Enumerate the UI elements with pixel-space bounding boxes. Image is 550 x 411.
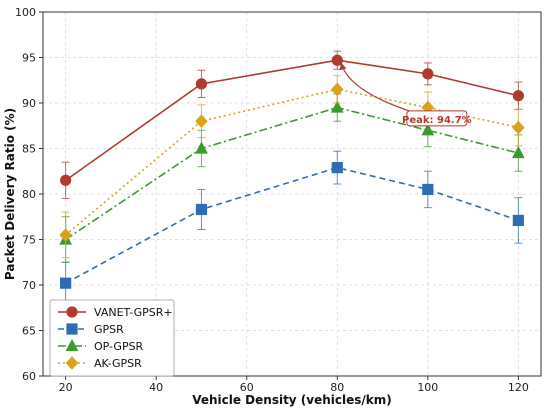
legend-entry-op-gpsr: OP-GPSR [58,338,144,353]
data-point-vanet-gpsr- [422,68,434,80]
annotation-text: Peak: 94.7% [402,115,472,126]
data-point-op-gpsr [330,100,344,113]
legend-label-ak-gpsr: AK-GPSR [94,357,142,370]
x-tick-label: 60 [240,381,254,394]
y-axis-label: Packet Delivery Ratio (%) [3,108,17,280]
legend-marker-gpsr [66,323,78,335]
y-tick-label: 100 [15,6,36,19]
data-point-gpsr [195,203,208,216]
data-point-op-gpsr [195,141,208,154]
legend-label-op-gpsr: OP-GPSR [94,340,144,353]
data-point-op-gpsr [512,145,525,159]
data-point-gpsr [512,214,524,226]
series-line-gpsr [65,166,519,284]
data-point-gpsr [60,277,72,289]
x-tick-label: 20 [59,381,73,394]
x-tick-label: 100 [417,381,438,394]
x-tick-label: 40 [149,381,163,394]
x-axis-label: Vehicle Density (vehicles/km) [192,393,392,407]
data-point-vanet-gpsr- [60,174,72,186]
y-tick-label: 60 [22,370,36,383]
data-point-ak-gpsr [331,82,344,97]
y-tick-label: 90 [22,97,36,110]
data-point-ak-gpsr [512,120,525,135]
y-tick-label: 80 [22,188,36,201]
data-point-vanet-gpsr- [195,78,208,90]
legend-entry-gpsr: GPSR [58,323,124,336]
legend-entry-vanet-gpsr-: VANET-GPSR+ [58,306,173,319]
y-tick-label: 85 [22,143,36,156]
data-point-vanet-gpsr- [512,90,524,102]
x-tick-label: 120 [508,381,529,394]
annotation-arrow [339,62,418,114]
legend: VANET-GPSR+ GPSR OP-GPSR AK-GPSR [49,299,175,377]
y-tick-label: 95 [22,52,36,65]
y-tick-label: 70 [22,279,36,292]
legend-marker-ak-gpsr [65,356,79,370]
legend-marker-op-gpsr [65,338,79,352]
y-tick-label: 75 [22,234,36,247]
peak-annotation: Peak: 94.7% [339,62,472,127]
data-point-op-gpsr [421,123,435,136]
data-point-ak-gpsr [195,114,208,128]
data-point-ak-gpsr [59,228,72,242]
series-gpsr [60,150,524,305]
tick-labels: 20 40 60 80 100 120 60 65 70 75 80 85 90 95 100 [15,6,529,394]
x-tick-label: 80 [330,381,344,394]
legend-marker-vanet-gpsr- [66,306,78,318]
legend-label-vanet-gpsr-: VANET-GPSR+ [94,306,173,319]
data-point-gpsr [331,162,343,174]
series-layer [59,50,525,305]
annotation-box [406,110,468,127]
legend-entry-ak-gpsr: AK-GPSR [58,356,142,370]
series-ak-gpsr [59,75,525,259]
data-point-gpsr [422,183,434,196]
legend-frame [49,299,175,377]
legend-label-gpsr: GPSR [94,323,124,336]
y-tick-label: 65 [22,325,36,338]
